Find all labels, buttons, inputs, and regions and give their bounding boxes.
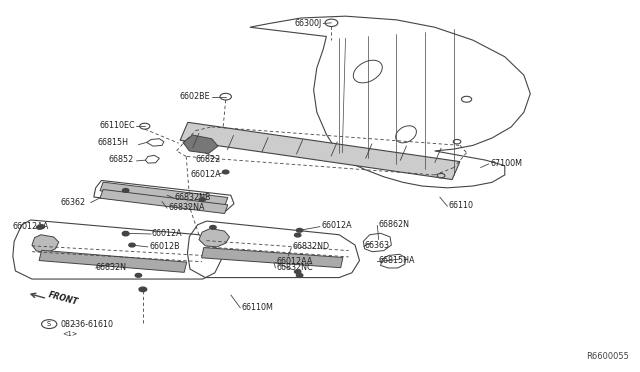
Text: 66832NA: 66832NA: [168, 203, 205, 212]
Circle shape: [296, 273, 303, 277]
Text: 66110M: 66110M: [242, 302, 273, 312]
Text: 66012A: 66012A: [321, 221, 352, 230]
Text: 66012A: 66012A: [152, 229, 182, 238]
Text: 66012AA: 66012AA: [276, 257, 313, 266]
Circle shape: [296, 228, 303, 232]
Circle shape: [122, 189, 129, 192]
Circle shape: [199, 198, 205, 202]
Text: 66110EC: 66110EC: [100, 121, 135, 129]
Text: 66815H: 66815H: [98, 138, 129, 147]
Text: 66832NB: 66832NB: [175, 193, 211, 202]
Circle shape: [210, 225, 216, 229]
Circle shape: [294, 270, 301, 273]
Circle shape: [139, 287, 147, 292]
Polygon shape: [100, 182, 228, 206]
Polygon shape: [39, 250, 187, 272]
Text: 66362: 66362: [60, 198, 86, 207]
Text: S: S: [47, 321, 51, 327]
Text: 08236-61610: 08236-61610: [60, 320, 113, 328]
Text: 66012B: 66012B: [149, 242, 180, 251]
Text: 66012AA: 66012AA: [13, 222, 49, 231]
Text: 66862N: 66862N: [379, 220, 410, 229]
Text: 66012A: 66012A: [191, 170, 221, 179]
Text: R6600055: R6600055: [586, 352, 629, 361]
Polygon shape: [180, 122, 460, 180]
Text: 66110: 66110: [449, 201, 474, 210]
Text: 66815HA: 66815HA: [379, 256, 415, 266]
Circle shape: [36, 225, 43, 229]
Text: 6602BE: 6602BE: [180, 92, 211, 101]
Polygon shape: [183, 135, 218, 154]
Text: 66852: 66852: [108, 155, 133, 164]
Circle shape: [294, 233, 301, 237]
Text: 66832ND: 66832ND: [292, 243, 330, 251]
Text: 66363: 66363: [365, 241, 390, 250]
Circle shape: [122, 232, 129, 236]
Text: 66300J: 66300J: [294, 19, 321, 28]
Circle shape: [38, 225, 45, 228]
Polygon shape: [100, 189, 228, 214]
Polygon shape: [202, 247, 343, 268]
Polygon shape: [199, 228, 230, 247]
Text: <1>: <1>: [62, 331, 77, 337]
Polygon shape: [32, 235, 59, 253]
Circle shape: [122, 231, 129, 235]
Text: 66822: 66822: [196, 155, 221, 164]
Text: 66832N: 66832N: [95, 263, 126, 272]
Circle shape: [129, 243, 135, 247]
Circle shape: [223, 170, 229, 174]
Text: 67100M: 67100M: [490, 158, 522, 168]
Text: 66832NC: 66832NC: [276, 263, 314, 272]
Text: FRONT: FRONT: [47, 290, 79, 307]
Circle shape: [135, 273, 141, 277]
